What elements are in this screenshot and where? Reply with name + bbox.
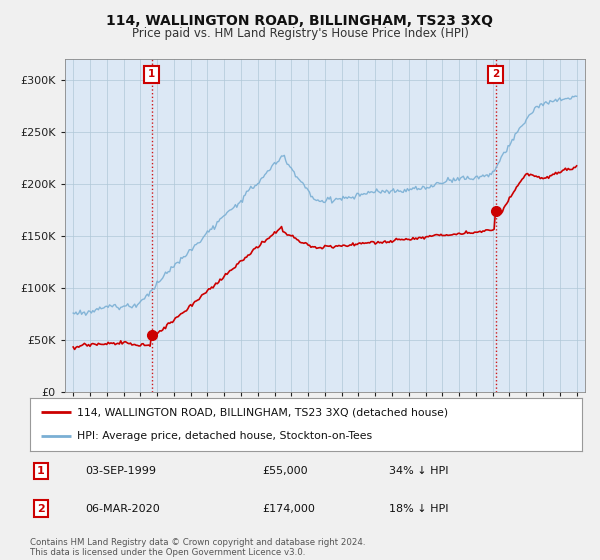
Text: 18% ↓ HPI: 18% ↓ HPI <box>389 504 448 514</box>
Text: 114, WALLINGTON ROAD, BILLINGHAM, TS23 3XQ (detached house): 114, WALLINGTON ROAD, BILLINGHAM, TS23 3… <box>77 408 448 418</box>
Text: Price paid vs. HM Land Registry's House Price Index (HPI): Price paid vs. HM Land Registry's House … <box>131 27 469 40</box>
Text: Contains HM Land Registry data © Crown copyright and database right 2024.
This d: Contains HM Land Registry data © Crown c… <box>30 538 365 557</box>
Text: £55,000: £55,000 <box>262 466 307 476</box>
Text: 1: 1 <box>148 69 155 80</box>
Text: 03-SEP-1999: 03-SEP-1999 <box>85 466 156 476</box>
Text: £174,000: £174,000 <box>262 504 315 514</box>
Text: 2: 2 <box>37 504 45 514</box>
Text: 114, WALLINGTON ROAD, BILLINGHAM, TS23 3XQ: 114, WALLINGTON ROAD, BILLINGHAM, TS23 3… <box>107 14 493 28</box>
Text: HPI: Average price, detached house, Stockton-on-Tees: HPI: Average price, detached house, Stoc… <box>77 431 372 441</box>
Text: 06-MAR-2020: 06-MAR-2020 <box>85 504 160 514</box>
Text: 1: 1 <box>37 466 45 476</box>
Text: 34% ↓ HPI: 34% ↓ HPI <box>389 466 448 476</box>
Text: 2: 2 <box>492 69 499 80</box>
